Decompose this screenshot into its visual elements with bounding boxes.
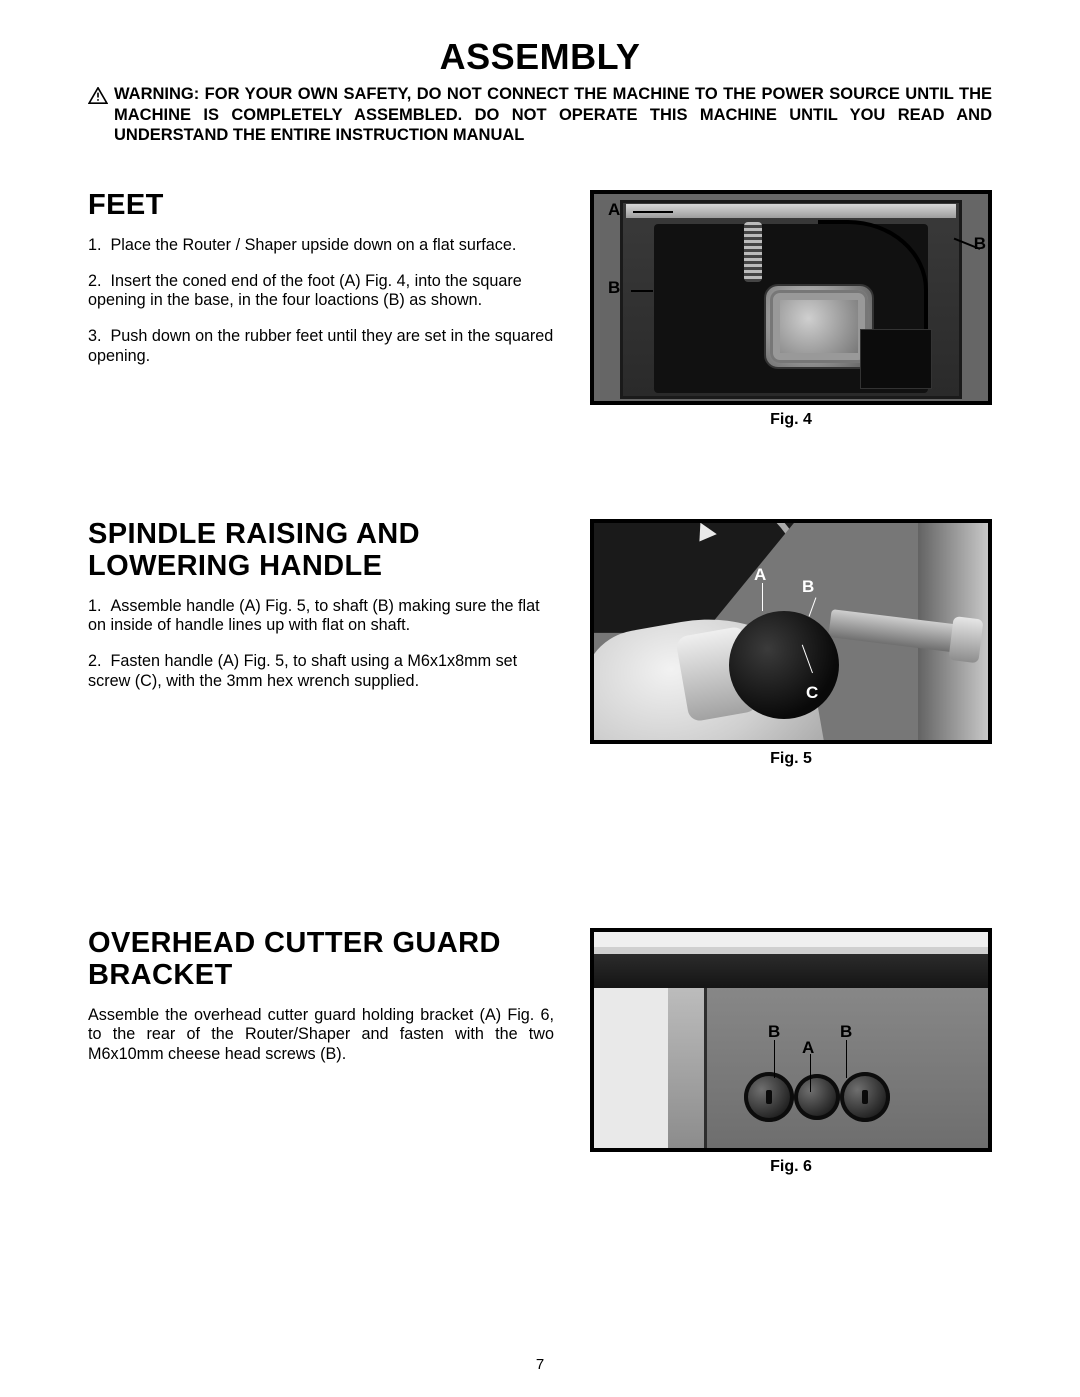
- figure-6-caption: Fig. 6: [590, 1158, 992, 1176]
- page-number: 7: [0, 1356, 1080, 1373]
- bracket-text-col: OVERHEAD CUTTER GUARD BRACKET Assemble t…: [88, 928, 590, 1081]
- bracket-heading: OVERHEAD CUTTER GUARD BRACKET: [88, 928, 554, 992]
- fig4-label-b-left: B: [608, 278, 620, 298]
- spindle-figure-col: A B C Fig. 5: [590, 519, 992, 768]
- fig6-label-a: A: [802, 1038, 814, 1058]
- feet-heading: FEET: [88, 190, 554, 222]
- fig6-label-b-left: B: [768, 1022, 780, 1042]
- bracket-figure-col: B B A Fig. 6: [590, 928, 992, 1176]
- feet-step-2: 2. Insert the coned end of the foot (A) …: [88, 272, 554, 312]
- fig5-label-a: A: [754, 565, 766, 585]
- figure-5: A B C: [590, 519, 992, 744]
- section-feet: FEET 1. Place the Router / Shaper upside…: [88, 190, 992, 429]
- section-bracket: OVERHEAD CUTTER GUARD BRACKET Assemble t…: [88, 928, 992, 1176]
- bracket-step-1: Assemble the overhead cutter guard holdi…: [88, 1006, 554, 1065]
- feet-step-3: 3. Push down on the rubber feet until th…: [88, 327, 554, 367]
- figure-6: B B A: [590, 928, 992, 1152]
- fig4-label-b-right: B: [974, 234, 986, 254]
- spindle-step-2: 2. Fasten handle (A) Fig. 5, to shaft us…: [88, 652, 554, 692]
- warning-row: WARNING: FOR YOUR OWN SAFETY, DO NOT CON…: [88, 84, 992, 146]
- section-spindle: SPINDLE RAISING AND LOWERING HANDLE 1. A…: [88, 519, 992, 768]
- feet-step-1: 1. Place the Router / Shaper upside down…: [88, 236, 554, 256]
- figure-4: A B B: [590, 190, 992, 405]
- figure-5-caption: Fig. 5: [590, 750, 992, 768]
- page-title: ASSEMBLY: [88, 36, 992, 78]
- figure-4-caption: Fig. 4: [590, 411, 992, 429]
- fig4-label-a: A: [608, 200, 620, 220]
- feet-text-col: FEET 1. Place the Router / Shaper upside…: [88, 190, 590, 383]
- warning-icon: [88, 87, 108, 104]
- fig5-label-c: C: [806, 683, 818, 703]
- warning-text: WARNING: FOR YOUR OWN SAFETY, DO NOT CON…: [114, 84, 992, 146]
- fig6-label-b-right: B: [840, 1022, 852, 1042]
- spindle-heading: SPINDLE RAISING AND LOWERING HANDLE: [88, 519, 554, 583]
- manual-page: ASSEMBLY WARNING: FOR YOUR OWN SAFETY, D…: [0, 0, 1080, 1397]
- spindle-step-1: 1. Assemble handle (A) Fig. 5, to shaft …: [88, 597, 554, 637]
- spindle-text-col: SPINDLE RAISING AND LOWERING HANDLE 1. A…: [88, 519, 590, 708]
- fig5-label-b: B: [802, 577, 814, 597]
- feet-figure-col: A B B Fig. 4: [590, 190, 992, 429]
